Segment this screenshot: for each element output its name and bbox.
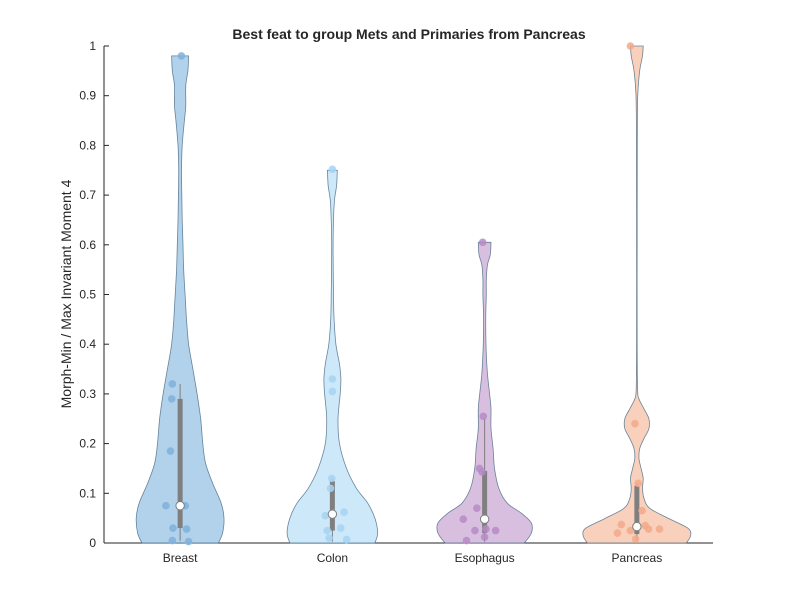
violin-pancreas: Pancreas — [582, 42, 692, 565]
median-marker — [175, 501, 185, 511]
data-point — [327, 474, 336, 483]
y-tick-label: 0.4 — [79, 337, 96, 351]
data-point — [478, 468, 486, 476]
data-point — [479, 412, 488, 421]
y-tick-label: 0.3 — [79, 387, 96, 401]
data-point — [323, 526, 331, 535]
data-point — [480, 533, 489, 541]
median-marker — [479, 514, 490, 524]
violin-colon: Colon — [286, 165, 379, 565]
data-point — [655, 525, 664, 533]
plot-area: 0 0.1 0.2 0.3 0.4 0.5 0.6 0.7 0.8 0.9 1 Breast Colon… — [79, 39, 713, 565]
y-tick-label: 0.1 — [79, 486, 96, 500]
data-point — [617, 520, 626, 529]
median-marker — [632, 521, 642, 532]
data-point — [162, 501, 170, 510]
x-tick-label: Pancreas — [612, 551, 663, 565]
y-tick-label: 0 — [89, 536, 96, 550]
y-tick-label: 0.5 — [79, 288, 96, 302]
data-point — [613, 529, 622, 537]
violin-body — [286, 169, 379, 544]
data-point — [634, 479, 642, 488]
data-point — [342, 535, 351, 544]
data-point — [168, 380, 177, 388]
data-point — [328, 165, 337, 174]
iqr-box — [177, 398, 183, 529]
data-point — [328, 387, 337, 396]
y-tick-label: 0.8 — [79, 138, 96, 152]
violin-body — [436, 241, 533, 544]
data-point — [462, 536, 471, 545]
iqr-box — [482, 470, 488, 534]
data-point — [184, 537, 193, 546]
x-tick-label: Colon — [317, 551, 348, 565]
x-tick-label: Breast — [163, 551, 198, 565]
data-point — [459, 515, 468, 523]
chart-title: Best feat to group Mets and Primaries fr… — [232, 26, 585, 42]
data-point — [321, 511, 330, 520]
data-point — [473, 504, 481, 513]
data-point — [328, 375, 337, 383]
y-tick-label: 0.7 — [79, 188, 96, 202]
median-marker — [327, 509, 338, 519]
data-point — [626, 526, 635, 535]
data-point — [169, 524, 177, 532]
data-point — [326, 484, 335, 493]
data-point — [491, 526, 500, 535]
data-point — [177, 52, 186, 60]
data-point — [167, 395, 176, 403]
violin-breast: Breast — [135, 52, 225, 565]
data-point — [325, 534, 333, 542]
data-point — [340, 508, 348, 516]
data-point — [471, 526, 479, 535]
violin-body — [582, 45, 692, 544]
data-point — [482, 525, 490, 533]
iqr-box — [329, 480, 335, 531]
data-point — [166, 447, 175, 455]
violin-esophagus: Esophagus — [436, 238, 533, 565]
data-point — [631, 535, 640, 543]
data-point — [168, 536, 177, 545]
y-tick-label: 0.6 — [79, 238, 96, 252]
data-point — [336, 524, 345, 532]
data-point — [631, 419, 639, 428]
y-tick-label: 0.9 — [79, 89, 96, 103]
y-tick-label: 0.2 — [79, 437, 96, 451]
violin-body — [135, 55, 225, 544]
data-point — [182, 525, 191, 533]
iqr-box — [634, 485, 640, 535]
data-point — [626, 42, 635, 50]
y-tick-label: 1 — [89, 39, 96, 53]
y-axis-label: Morph-Min / Max Invariant Moment 4 — [58, 179, 74, 408]
data-point — [478, 238, 487, 247]
x-tick-label: Esophagus — [455, 551, 515, 565]
data-point — [644, 525, 653, 533]
data-point — [638, 506, 646, 515]
